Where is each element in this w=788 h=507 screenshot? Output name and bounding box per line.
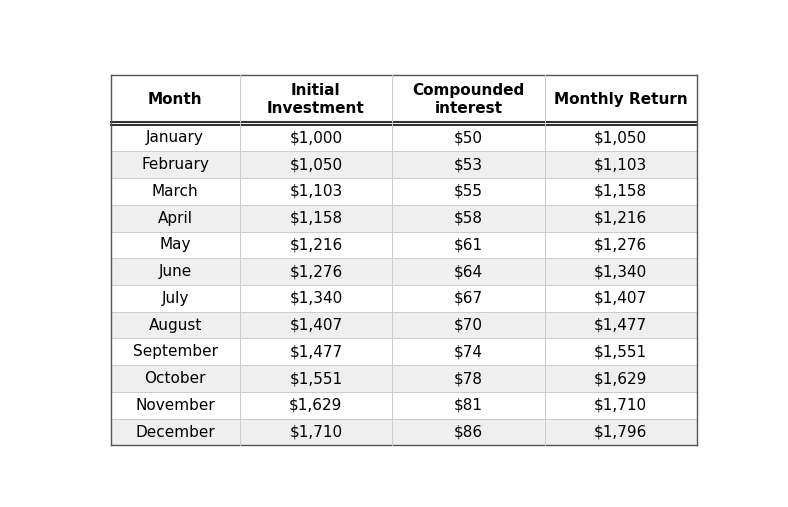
Text: $50: $50: [454, 130, 483, 146]
Text: Compounded
interest: Compounded interest: [412, 83, 525, 116]
Text: $55: $55: [454, 184, 483, 199]
Text: $1,276: $1,276: [289, 264, 343, 279]
Text: June: June: [158, 264, 191, 279]
Text: $53: $53: [454, 157, 483, 172]
Bar: [110, 419, 697, 445]
Bar: [110, 339, 697, 365]
Bar: [110, 258, 697, 285]
Text: $1,276: $1,276: [594, 237, 648, 252]
Bar: [110, 285, 697, 312]
Text: Initial
Investment: Initial Investment: [267, 83, 365, 116]
Text: April: April: [158, 210, 193, 226]
Text: $1,103: $1,103: [594, 157, 648, 172]
Text: November: November: [136, 398, 215, 413]
Text: Monthly Return: Monthly Return: [554, 92, 688, 107]
Text: $1,477: $1,477: [594, 317, 647, 333]
Text: February: February: [141, 157, 209, 172]
Text: $1,629: $1,629: [594, 371, 648, 386]
Text: December: December: [136, 424, 215, 440]
Text: $1,796: $1,796: [594, 424, 648, 440]
Text: $78: $78: [454, 371, 483, 386]
Bar: [110, 392, 697, 419]
Bar: [110, 178, 697, 205]
Text: $1,216: $1,216: [289, 237, 343, 252]
Text: $1,050: $1,050: [594, 130, 647, 146]
Bar: [110, 205, 697, 232]
Text: $61: $61: [454, 237, 483, 252]
Text: $1,407: $1,407: [289, 317, 343, 333]
Text: March: March: [152, 184, 199, 199]
Bar: [110, 125, 697, 151]
Text: August: August: [148, 317, 202, 333]
Text: $1,158: $1,158: [594, 184, 647, 199]
Bar: [110, 312, 697, 339]
Text: $86: $86: [454, 424, 483, 440]
Text: $1,551: $1,551: [289, 371, 343, 386]
Text: September: September: [132, 344, 217, 359]
Text: January: January: [147, 130, 204, 146]
Text: May: May: [159, 237, 191, 252]
Text: $1,629: $1,629: [289, 398, 343, 413]
Text: $1,340: $1,340: [289, 291, 343, 306]
Text: October: October: [144, 371, 206, 386]
Bar: [110, 151, 697, 178]
Text: $70: $70: [454, 317, 483, 333]
Bar: [110, 232, 697, 258]
Text: Month: Month: [148, 92, 203, 107]
Text: $1,103: $1,103: [289, 184, 343, 199]
Text: $1,477: $1,477: [289, 344, 343, 359]
Text: $1,551: $1,551: [594, 344, 647, 359]
Text: $1,340: $1,340: [594, 264, 648, 279]
Text: $1,710: $1,710: [289, 424, 343, 440]
Text: $1,216: $1,216: [594, 210, 648, 226]
Text: $74: $74: [454, 344, 483, 359]
Text: $81: $81: [454, 398, 483, 413]
Text: $1,710: $1,710: [594, 398, 647, 413]
Text: $64: $64: [454, 264, 483, 279]
Text: $1,000: $1,000: [289, 130, 343, 146]
Text: $67: $67: [454, 291, 483, 306]
Text: July: July: [162, 291, 189, 306]
Bar: [110, 365, 697, 392]
Text: $58: $58: [454, 210, 483, 226]
Text: $1,050: $1,050: [289, 157, 343, 172]
Text: $1,407: $1,407: [594, 291, 647, 306]
Text: $1,158: $1,158: [289, 210, 343, 226]
